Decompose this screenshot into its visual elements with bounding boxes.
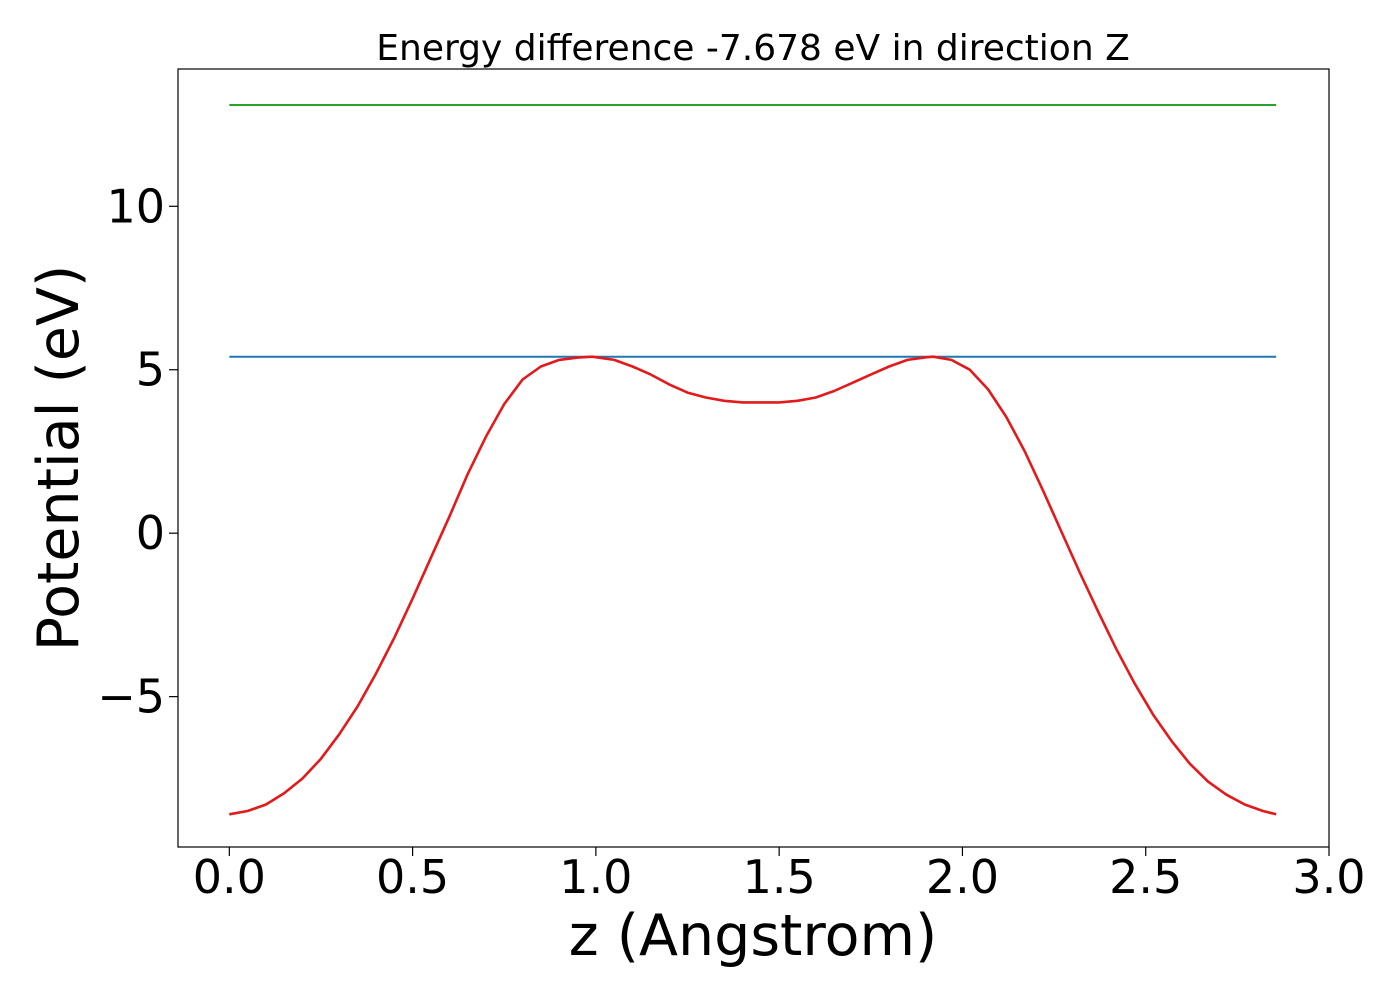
y-axis-label: Potential (eV) [26, 265, 92, 651]
y-tick-label: 10 [106, 179, 165, 233]
y-tick-label: 0 [136, 506, 165, 560]
x-axis: 0.0 0.5 1.0 1.5 2.0 2.5 3.0 [193, 847, 1366, 904]
x-tick-label: 0.0 [193, 850, 266, 904]
y-tick-label: −5 [97, 670, 165, 724]
x-tick-label: 1.0 [559, 850, 632, 904]
x-tick-label: 2.0 [926, 850, 999, 904]
chart-title: Energy difference -7.678 eV in direction… [376, 28, 1130, 69]
y-axis: −5 0 5 10 [97, 179, 178, 724]
x-tick-label: 1.5 [743, 850, 816, 904]
x-axis-label: z (Angstrom) [569, 903, 937, 969]
y-tick-label: 5 [136, 343, 165, 397]
x-tick-label: 3.0 [1292, 850, 1365, 904]
x-tick-label: 2.5 [1109, 850, 1182, 904]
plot-frame [177, 68, 1330, 848]
x-tick-label: 0.5 [376, 850, 449, 904]
series-layer [229, 104, 1277, 816]
series-line-3 [229, 355, 1277, 816]
